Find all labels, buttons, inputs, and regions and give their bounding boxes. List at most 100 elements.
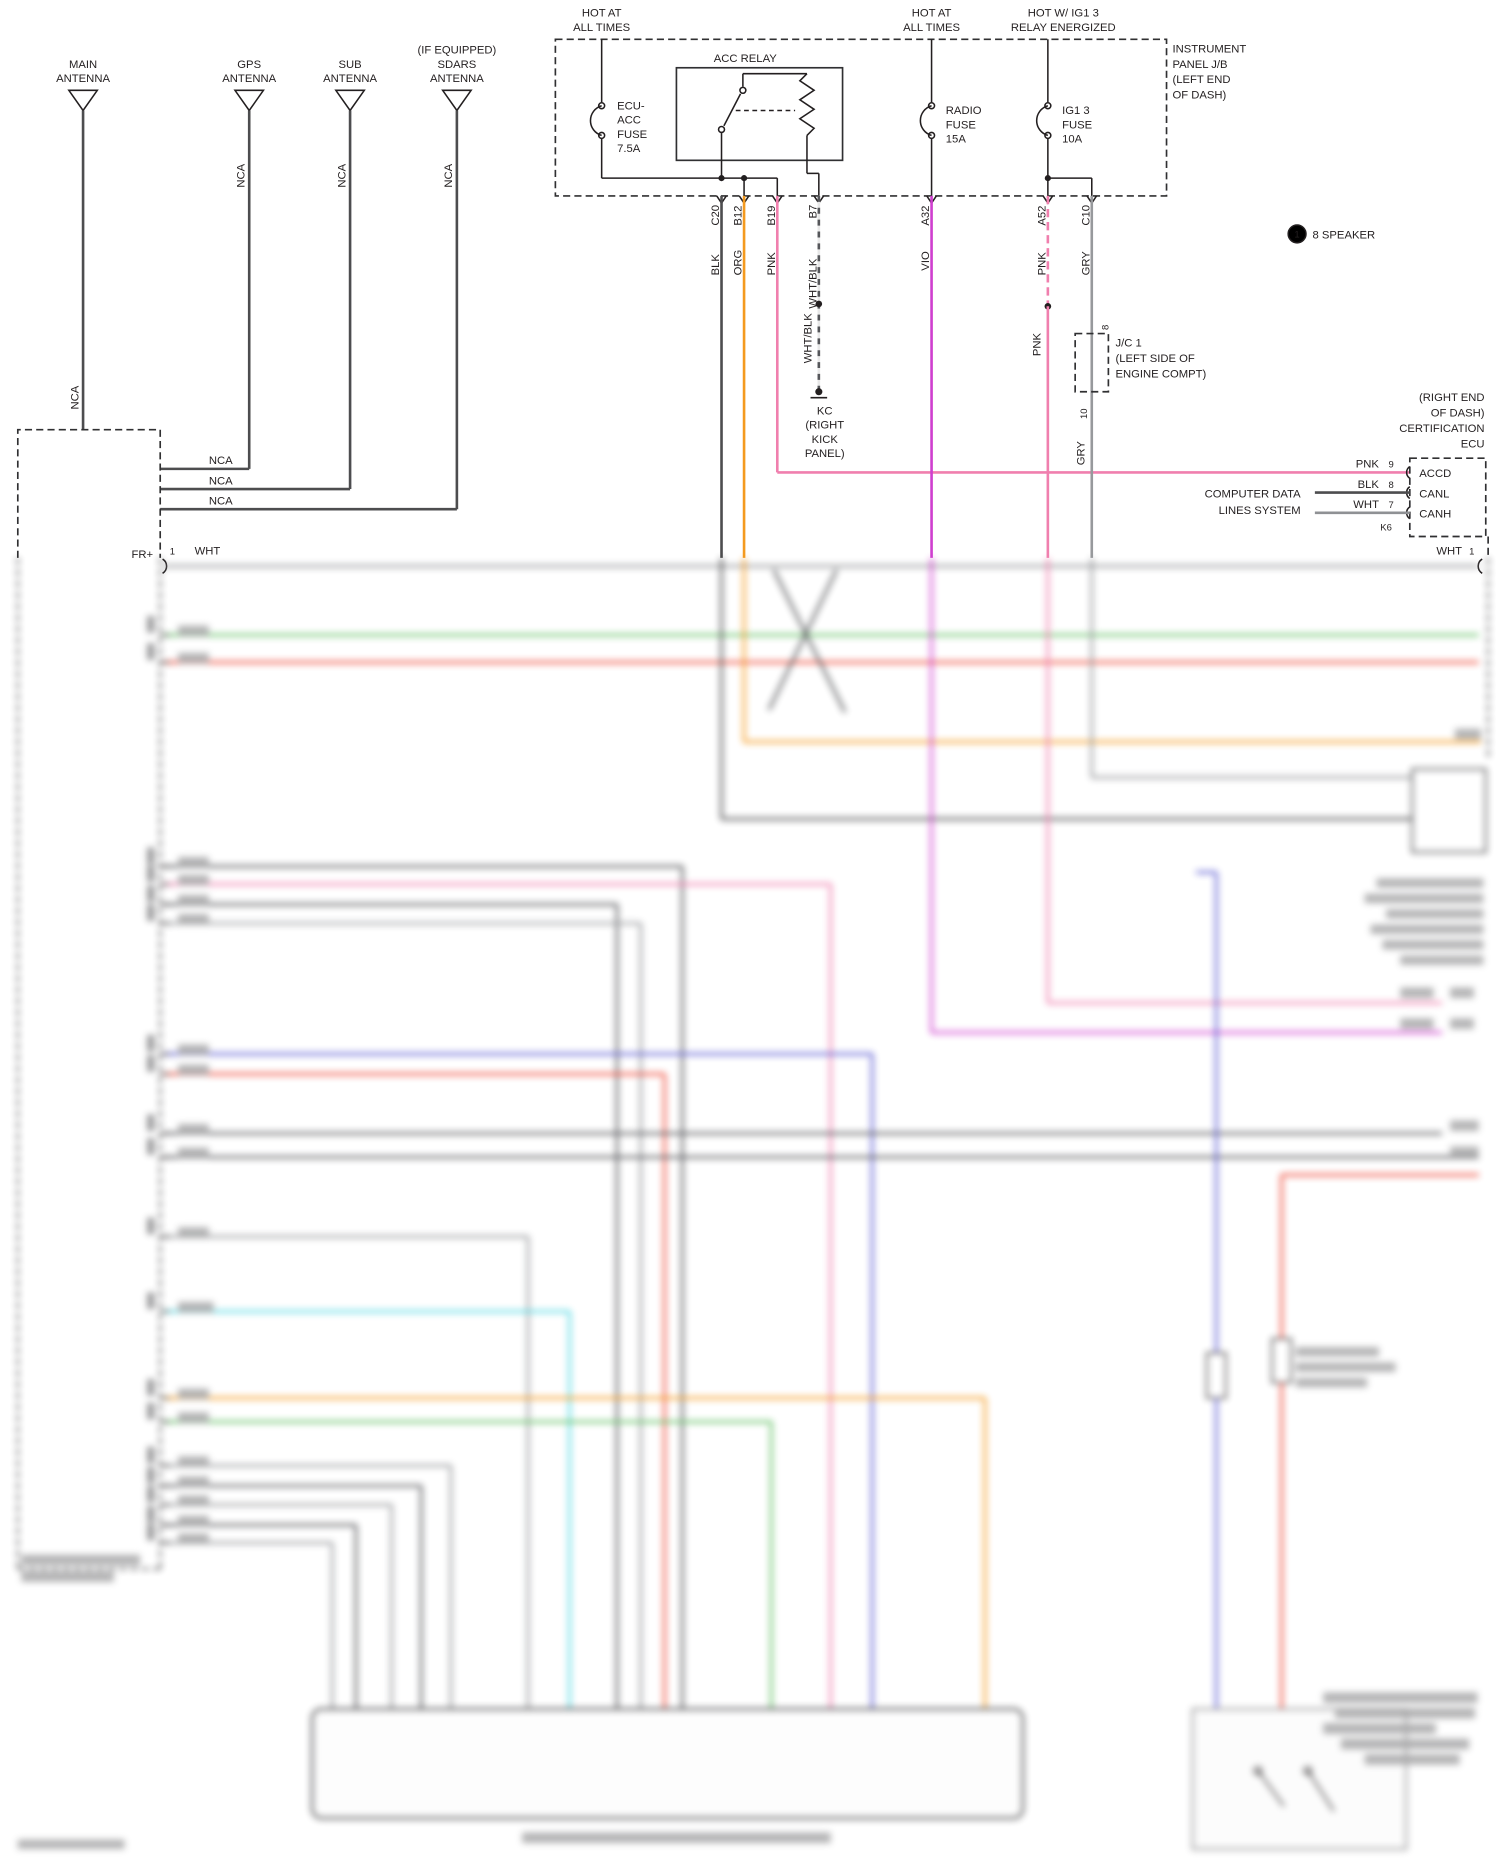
power-feed-label: ALL TIMES [903,22,960,34]
wire-color-label: PNK [1032,332,1044,356]
data-lines-label: LINES SYSTEM [1219,505,1301,517]
sdars-antenna-label: (IF EQUIPPED) [417,45,496,57]
sdars-antenna-label: SDARS [437,59,476,71]
speaker-note: 1 8 SPEAKER [1287,224,1376,244]
ecu-header: CERTIFICATION [1399,423,1484,435]
blurred-right-labels [1364,728,1484,1158]
main-antenna-label: MAIN [69,59,97,71]
relay-coil-icon [798,73,816,136]
instrument-panel-jb: HOT AT ALL TIMES HOT AT ALL TIMES HOT W/… [554,8,1246,205]
note-mark: 1 [1294,229,1299,240]
data-lines-label: COMPUTER DATA [1205,488,1301,500]
ecu-pin-name: CANL [1419,488,1449,500]
acc-relay: ACC RELAY [675,53,844,196]
wire-color-label: BLK [710,254,722,276]
wire-color-label: VIO [920,251,932,271]
fuse-icon [589,104,602,137]
wire-color-label: GRY [1080,251,1092,276]
jc1-connector: 8 10 J/C 1 (LEFT SIDE OF ENGINE COMPT) G… [1074,325,1207,466]
radio-receiver-box-blurred [16,557,162,1583]
jc1-label: J/C 1 [1116,338,1142,350]
wire-label-nca: NCA [209,495,233,507]
wire-label-nca: NCA [209,475,233,487]
gps-antenna: GPS ANTENNA NCA NCA [160,59,277,471]
gps-antenna-label: ANTENNA [222,73,276,85]
sdars-antenna: (IF EQUIPPED) SDARS ANTENNA NCA NCA [160,45,497,511]
note-mark-icon [1287,224,1307,244]
jb-connector-labels: C20 B12 B19 B7 A32 A52 C10 BLK ORG PNK W… [710,205,1092,309]
power-feed-label: HOT AT [582,8,622,20]
wire-label-wht: WHT [195,545,221,557]
wire-label-nca: NCA [209,455,233,467]
wire-color-label: PNK [1356,459,1380,471]
relay-armature [723,93,742,127]
speaker-count-label: 8 SPEAKER [1313,230,1376,242]
pin-label: A52 [1036,206,1048,226]
diagram-sharp-layer: MAIN ANTENNA NCA GPS ANTENNA NCA NCA SUB… [16,8,1489,574]
fuse-label: 10A [1062,134,1083,146]
pin-number: 7 [1388,500,1393,511]
antenna-icon [334,89,366,112]
wire-label-nca: NCA [443,163,455,187]
pin-number: 1 [1469,546,1474,557]
jb-label: PANEL J/B [1172,59,1227,71]
ecu-header: ECU [1461,439,1485,451]
certification-ecu: (RIGHT END OF DASH) CERTIFICATION ECU AC… [1205,392,1487,538]
fuse-label: ACC [617,115,641,127]
kc-ground: WHT/BLK KC (RIGHT KICK PANEL) [803,195,845,460]
fuse-label: FUSE [946,119,977,131]
jb-label: INSTRUMENT [1172,43,1246,55]
ig1-fuse: IG1 3 FUSE 10A [1035,39,1093,196]
wire-color-label: WHT/BLK [803,313,815,364]
radio-pin-stubs [147,616,214,1545]
power-wires: PNK [720,195,1410,558]
pin-number: 10 [1079,408,1090,419]
power-feed-label: ALL TIMES [573,22,630,34]
wire-label-nca: NCA [336,163,348,187]
fuse-label: FUSE [617,129,648,141]
power-feed-label: HOT W/ IG1 3 [1028,8,1099,20]
right-branch-wires [1196,871,1479,1727]
fuse-label: 15A [946,134,967,146]
sub-antenna-label: ANTENNA [323,73,377,85]
ecu-header: OF DASH) [1431,408,1485,420]
ground-icon [815,388,823,396]
ground-label: PANEL) [805,448,845,460]
pin-label: C10 [1080,205,1092,226]
wire-color-label: PNK [766,252,778,276]
bottom-right-component [1191,1692,1478,1850]
wire-color-label: GRY [1076,441,1088,466]
fuse-label: ECU- [617,100,645,112]
ecu-pin-name: ACCD [1419,468,1451,480]
radio-fuse: RADIO FUSE 15A [919,39,982,196]
power-feed-label: RELAY ENERGIZED [1011,22,1116,34]
sub-antenna: SUB ANTENNA NCA NCA [160,59,377,491]
ecu-connector-id: K6 [1380,523,1392,534]
wire-label-nca: NCA [69,385,81,409]
relay-label: ACC RELAY [714,53,778,65]
pin-number: 8 [1388,480,1393,491]
main-antenna: MAIN ANTENNA NCA [56,59,110,430]
pin-number: 8 [1100,325,1111,330]
jc1-label: ENGINE COMPT) [1116,368,1207,380]
ground-label: KICK [812,434,839,446]
jb-label: (LEFT END [1172,74,1230,86]
ecu-acc-fuse: ECU- ACC FUSE 7.5A [589,39,648,179]
sdars-antenna-label: ANTENNA [430,73,484,85]
fuse-label: FUSE [1062,119,1093,131]
antenna-icon [67,89,99,112]
wire-color-label: WHT [1353,499,1379,511]
power-wire-continuations [720,557,1487,1034]
antenna-icon [441,89,473,112]
gps-antenna-label: GPS [237,59,261,71]
ecu-header: (RIGHT END [1419,392,1485,404]
ground-label: KC [817,405,833,417]
fuse-label: RADIO [946,105,982,117]
pin-label: C20 [710,205,722,226]
main-antenna-label: ANTENNA [56,73,110,85]
wire-color-label: ORG [733,250,745,276]
pin-label: A32 [920,206,932,226]
sub-antenna-label: SUB [338,59,361,71]
